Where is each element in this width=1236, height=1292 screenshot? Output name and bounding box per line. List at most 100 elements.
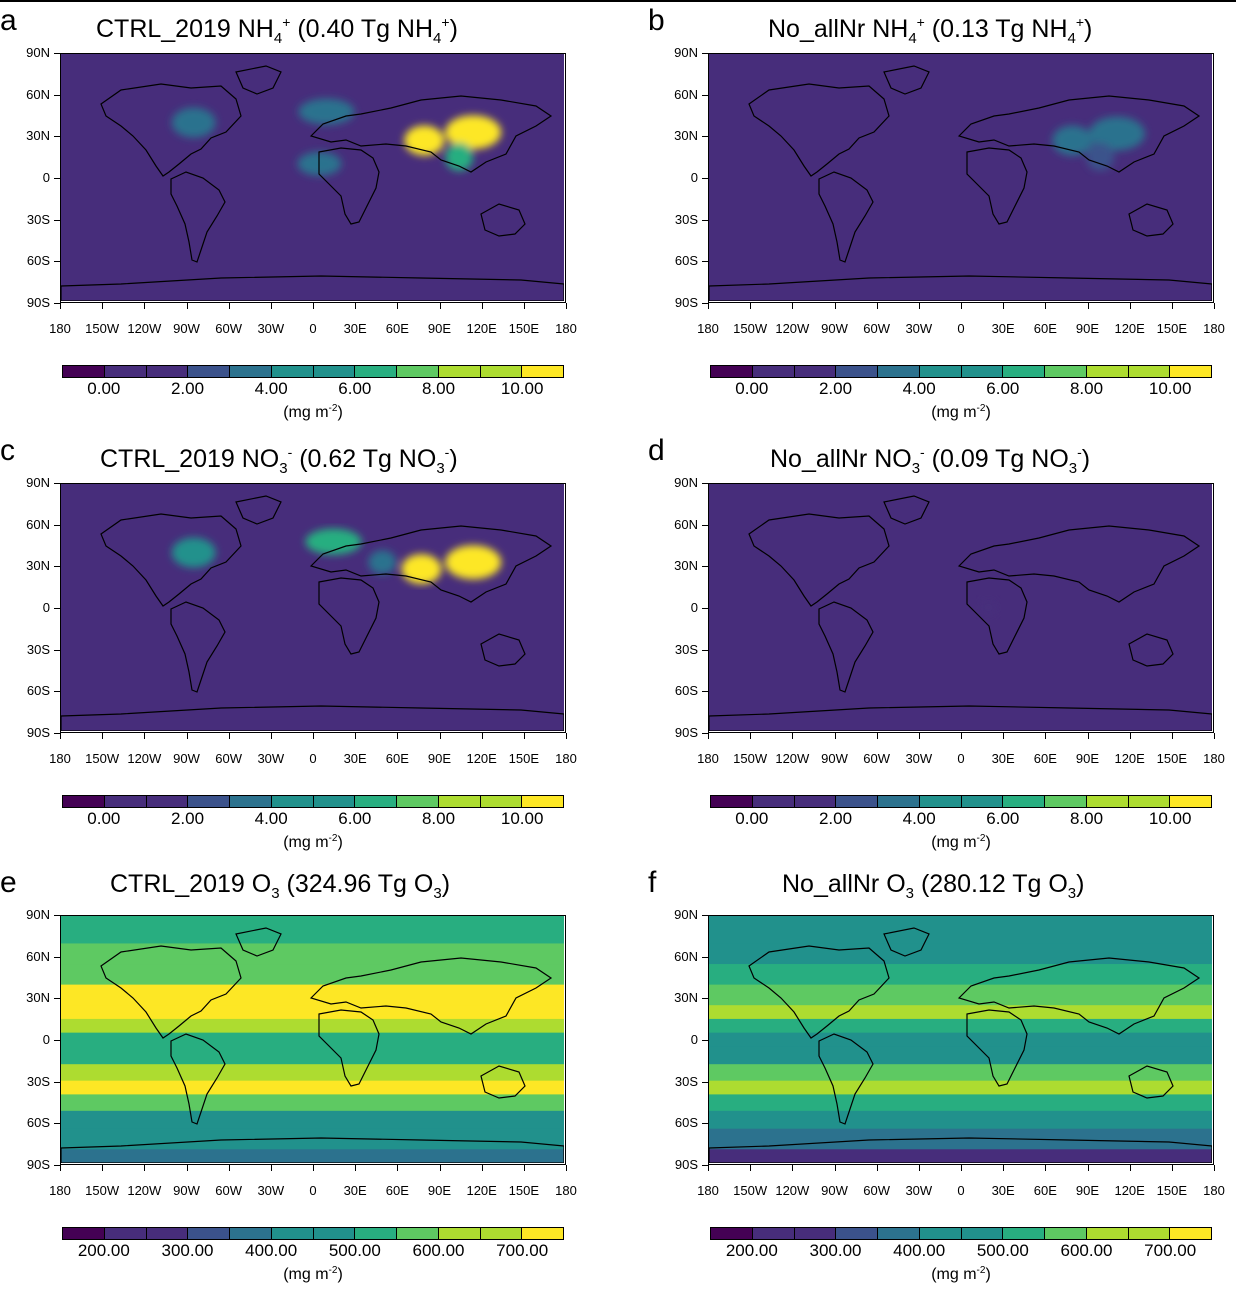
x-tick-mark bbox=[1087, 1165, 1089, 1171]
x-tick-label: 0 bbox=[309, 321, 317, 336]
zonal-band bbox=[709, 1128, 1212, 1150]
x-tick-label: 90E bbox=[427, 321, 452, 336]
coastline bbox=[966, 1009, 1028, 1087]
colorbar-swatch bbox=[711, 796, 753, 807]
x-tick-mark bbox=[1129, 303, 1131, 309]
x-tick-label: 180 bbox=[555, 751, 577, 766]
hotspot-mark bbox=[978, 597, 999, 618]
hotspot-layer bbox=[978, 597, 999, 618]
units-superscript: -2 bbox=[328, 403, 338, 414]
field-background bbox=[61, 484, 564, 731]
panel-label: b bbox=[648, 4, 665, 37]
title-subscript: 3 bbox=[911, 460, 921, 477]
colorbar-swatch bbox=[271, 1228, 314, 1239]
zonal-band bbox=[61, 1064, 564, 1082]
title-subscript: 3 bbox=[433, 885, 442, 902]
x-tick-label: 120W bbox=[775, 321, 810, 336]
y-tick-label: 90S bbox=[674, 725, 698, 740]
y-tick-mark bbox=[54, 608, 60, 609]
y-tick-mark bbox=[702, 691, 708, 693]
colorbar-swatch bbox=[878, 796, 920, 807]
x-tick-label: 30W bbox=[257, 751, 285, 766]
map-svg bbox=[61, 484, 564, 731]
x-tick-mark bbox=[750, 303, 752, 309]
title-superscript: + bbox=[282, 14, 291, 30]
coastline bbox=[709, 1137, 1212, 1163]
colorbar-label: 500.00 bbox=[328, 1241, 381, 1260]
hotspot-mark bbox=[298, 98, 355, 125]
y-tick-label: 30S bbox=[674, 211, 698, 227]
x-tick-mark bbox=[1003, 303, 1005, 309]
colorbar-label: 4.00 bbox=[254, 809, 288, 828]
colorbar-swatch bbox=[794, 366, 837, 377]
coastline bbox=[748, 945, 890, 1039]
zonal-band bbox=[61, 1094, 564, 1112]
hotspot-mark bbox=[171, 537, 216, 568]
colorbar-swatch bbox=[271, 366, 314, 377]
coastline bbox=[748, 513, 890, 607]
title-text: (0.13 Tg NH bbox=[924, 15, 1068, 43]
x-tick-mark bbox=[523, 303, 525, 309]
y-tick-label: 60N bbox=[26, 948, 50, 964]
y-tick-label: 60N bbox=[674, 948, 698, 964]
x-tick-label: 60E bbox=[385, 1183, 409, 1198]
map-svg bbox=[61, 54, 564, 301]
coastline bbox=[100, 513, 242, 607]
hotspot-mark bbox=[445, 545, 502, 580]
title-subscript: 3 bbox=[271, 885, 280, 902]
colorbar-units: (mg m-2) bbox=[253, 830, 373, 852]
map-plot bbox=[60, 53, 566, 303]
y-tick-label: 60S bbox=[674, 1115, 698, 1131]
x-tick-mark bbox=[792, 303, 794, 309]
colorbar-swatch bbox=[794, 796, 837, 807]
zonal-band bbox=[709, 984, 1212, 1006]
y-tick-label: 30N bbox=[26, 558, 50, 574]
x-tick-label: 150W bbox=[733, 751, 768, 766]
y-tick-mark bbox=[54, 1081, 60, 1083]
x-tick-label: 0 bbox=[957, 751, 965, 766]
coastline bbox=[170, 601, 226, 693]
colorbar-swatch bbox=[794, 1228, 837, 1239]
x-tick-mark bbox=[566, 733, 567, 739]
x-tick-mark bbox=[834, 733, 836, 739]
x-tick-label: 60W bbox=[863, 321, 891, 336]
coastline bbox=[170, 171, 226, 263]
panel-c: c CTRL_2019 NO3- (0.62 Tg NO3-) 90N 60N 30N 0… bbox=[0, 430, 577, 860]
colorbar-swatch bbox=[878, 1228, 920, 1239]
title-text: (324.96 Tg O bbox=[279, 870, 434, 898]
colorbar-swatch bbox=[63, 796, 105, 807]
colorbar-swatch bbox=[836, 796, 878, 807]
colorbar-label: 2.00 bbox=[818, 379, 853, 398]
y-tick-mark bbox=[702, 94, 708, 96]
zonal-band bbox=[61, 1018, 564, 1034]
units-text: ) bbox=[337, 404, 343, 421]
y-tick-mark bbox=[702, 1081, 708, 1083]
x-tick-mark bbox=[397, 733, 399, 739]
title-superscript: + bbox=[441, 14, 450, 30]
colorbar-swatch bbox=[919, 1228, 962, 1239]
y-tick-label: 30S bbox=[26, 1073, 50, 1089]
panel-e: e CTRL_2019 O3 (324.96 Tg O3) 90N 60N 30N 0 30… bbox=[0, 862, 577, 1292]
coastline bbox=[100, 945, 242, 1039]
y-tick-mark bbox=[702, 566, 708, 568]
coastline bbox=[883, 927, 930, 957]
colorbar-label: 4.00 bbox=[902, 379, 936, 398]
coastline bbox=[61, 275, 564, 301]
units-superscript: -2 bbox=[976, 833, 986, 844]
colorbar-swatch bbox=[271, 796, 314, 807]
colorbar-label: 10.00 bbox=[500, 379, 544, 398]
y-tick-mark bbox=[702, 915, 708, 916]
colorbar-label: 600.00 bbox=[412, 1241, 465, 1260]
title-text: (0.62 Tg NO bbox=[292, 445, 437, 473]
x-tick-label: 60W bbox=[863, 1183, 891, 1198]
colorbar-swatch bbox=[1003, 1228, 1045, 1239]
colorbar-swatch bbox=[480, 1228, 523, 1239]
x-tick-label: 60E bbox=[1033, 1183, 1057, 1198]
x-tick-mark bbox=[523, 1165, 525, 1171]
map-plot bbox=[708, 483, 1214, 733]
x-tick-mark bbox=[708, 733, 709, 739]
y-tick-label: 60N bbox=[674, 516, 698, 532]
colorbar-swatch bbox=[438, 1228, 481, 1239]
title-superscript: - bbox=[444, 444, 450, 460]
x-tick-mark bbox=[961, 733, 962, 739]
